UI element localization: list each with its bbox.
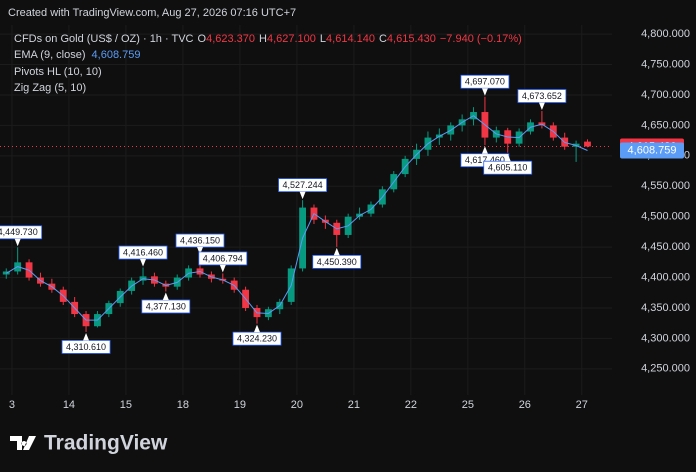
pivot-text: 4,406.794 <box>203 253 243 263</box>
pivot-label: 4,449.730 <box>0 225 43 247</box>
ema-legend: EMA (9, close) 4,608.759 <box>14 49 140 61</box>
x-tick-label: 26 <box>519 399 531 411</box>
pivot-pointer <box>538 102 545 111</box>
ohlc-value: 4,627.100 <box>267 33 316 45</box>
pivot-label: 4,406.794 <box>198 251 248 273</box>
y-tick-label: 4,700.000 <box>641 89 690 101</box>
x-tick-label: 19 <box>234 399 246 411</box>
ema-price-tag: 4,608.759 <box>628 144 677 156</box>
pivot-text: 4,449.730 <box>0 227 38 237</box>
pivot-label: 4,673.652 <box>517 89 567 111</box>
pivot-label: 4,310.610 <box>61 332 111 354</box>
pivot-text: 4,617.460 <box>465 155 505 165</box>
pivot-text: 4,310.610 <box>66 342 106 352</box>
ohlc-key: H <box>259 33 267 45</box>
pivot-pointer <box>162 292 169 300</box>
pivot-label: 4,416.460 <box>118 245 168 267</box>
pivot-label: 4,436.150 <box>175 233 225 255</box>
ohlc-value: 4,614.140 <box>326 33 375 45</box>
pivot-pointer <box>481 146 488 154</box>
pivot-label: 4,324.230 <box>232 324 282 346</box>
pivot-text: 4,324.230 <box>237 334 277 344</box>
pivot-text: 4,450.390 <box>317 257 357 267</box>
pivot-pointer <box>83 332 90 341</box>
watermark: Created with TradingView.com, Aug 27, 20… <box>8 7 296 19</box>
x-tick-label: 25 <box>462 399 474 411</box>
pivot-label: 4,450.390 <box>312 247 362 269</box>
x-tick-label: 22 <box>405 399 417 411</box>
pivot-pointer <box>197 247 204 255</box>
y-tick-label: 4,500.000 <box>641 211 690 223</box>
ohlc-value: 4,623.370 <box>206 33 255 45</box>
pivot-pointer <box>333 247 340 256</box>
pivot-label: 4,605.110 <box>483 153 533 175</box>
pivot-label: 4,697.070 <box>460 74 510 96</box>
ohlc-key: C <box>379 33 387 45</box>
pivot-pointer <box>504 153 511 162</box>
pivot-pointer <box>219 264 226 273</box>
x-tick-label: 15 <box>120 399 132 411</box>
pivot-text: 4,527.244 <box>283 180 323 190</box>
y-tick-label: 4,800.000 <box>641 28 690 40</box>
x-tick-label: 18 <box>177 399 189 411</box>
pivot-text: 4,416.460 <box>123 247 163 257</box>
y-tick-label: 4,300.000 <box>641 332 690 344</box>
y-tick-label: 4,750.000 <box>641 58 690 70</box>
y-tick-label: 4,450.000 <box>641 241 690 253</box>
candle-body <box>584 141 591 147</box>
pivot-text: 4,673.652 <box>522 91 562 101</box>
x-tick-label: 27 <box>576 399 588 411</box>
brand: TradingView <box>44 432 168 455</box>
x-tick-label: 3 <box>9 399 15 411</box>
ohlc-value: 4,615.430 <box>387 33 436 45</box>
x-tick-label: 14 <box>63 399 75 411</box>
ema-value: 4,608.759 <box>92 49 141 61</box>
pivot-pointer <box>299 191 306 200</box>
pivot-pointer <box>14 238 21 247</box>
y-tick-label: 4,650.000 <box>641 119 690 131</box>
symbol-title: CFDs on Gold (US$ / OZ) · 1h · TVC <box>14 33 194 45</box>
ohlc-key: O <box>198 33 207 45</box>
ema-name: EMA (9, close) <box>14 49 86 61</box>
pivot-text: 4,605.110 <box>488 163 527 173</box>
pivot-text: 4,436.150 <box>180 235 220 245</box>
ema-line <box>6 115 588 321</box>
ema-price-tag-box <box>620 142 684 159</box>
pivot-text: 4,377.130 <box>146 301 186 311</box>
pivot-pointer <box>253 324 260 333</box>
pivot-label: 4,527.244 <box>278 178 327 200</box>
x-tick-label: 21 <box>348 399 360 411</box>
pivot-label: 4,377.130 <box>141 292 191 314</box>
x-tick-label: 20 <box>291 399 303 411</box>
logo <box>10 436 36 450</box>
ohlc-key: L <box>320 33 326 45</box>
plot-area: 4,449.730 4,416.460 4,436.150 4,406.794 4,52… <box>0 25 612 395</box>
pivot-text: 4,697.070 <box>465 77 505 87</box>
pivot-pointer <box>140 259 147 267</box>
change: −7.940 (−0.17%) <box>440 33 522 45</box>
indicator-legend: Zig Zag (5, 10) <box>14 82 86 94</box>
y-tick-label: 4,250.000 <box>641 363 690 375</box>
pivot-pointer <box>481 88 488 96</box>
indicator-legend: Pivots HL (10, 10) <box>14 66 102 78</box>
y-tick-label: 4,550.000 <box>641 180 690 192</box>
legend-title: CFDs on Gold (US$ / OZ) · 1h · TVC O4,623… <box>14 33 522 45</box>
y-tick-label: 4,400.000 <box>641 271 690 283</box>
y-tick-label: 4,350.000 <box>641 302 690 314</box>
